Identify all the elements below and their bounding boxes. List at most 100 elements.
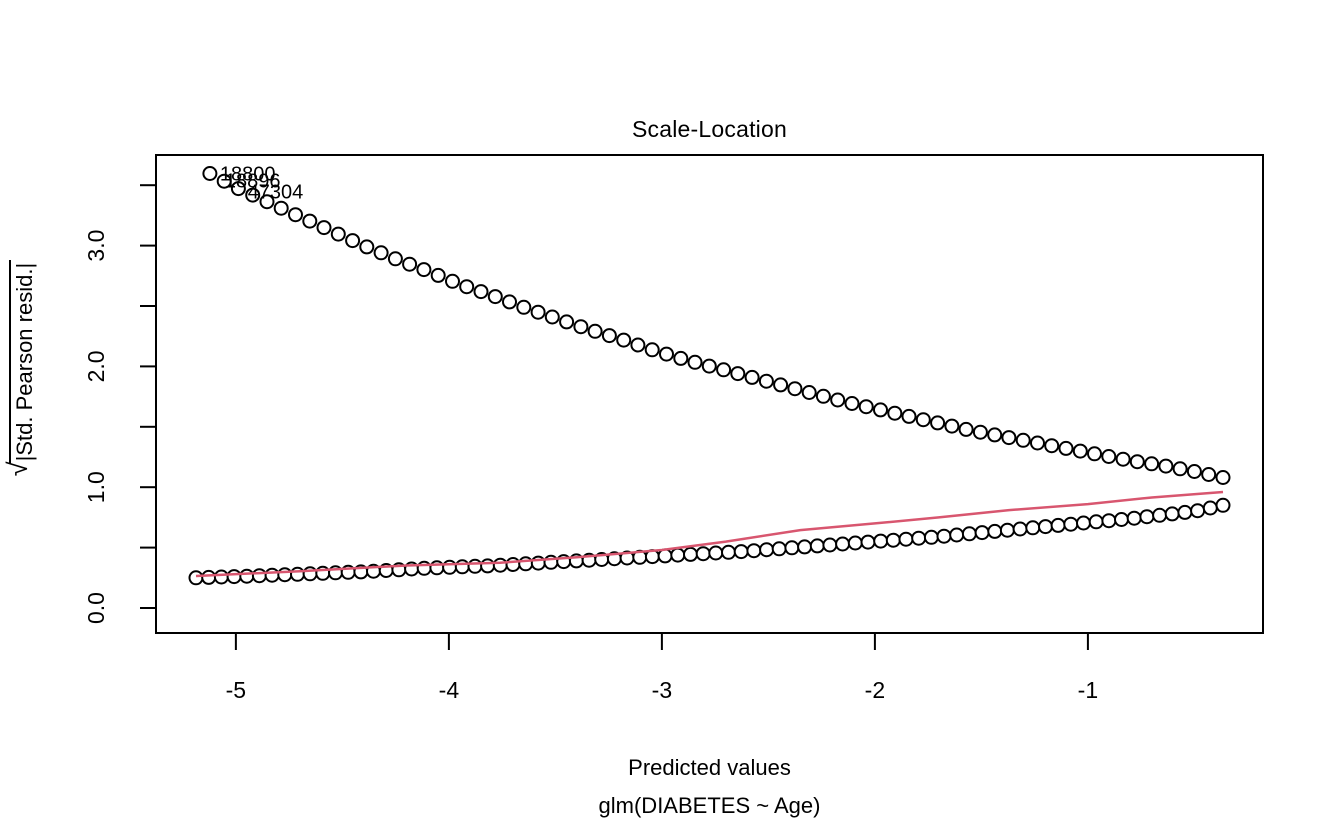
lower-branch-residuals-point xyxy=(683,546,698,562)
upper-branch-residuals-point xyxy=(1215,470,1231,485)
upper-branch-residuals-point xyxy=(516,299,532,315)
lower-branch-residuals-point xyxy=(974,525,990,541)
lower-branch-residuals-point xyxy=(1012,521,1028,537)
upper-branch-residuals-point xyxy=(1044,438,1060,454)
upper-branch-residuals-point xyxy=(302,213,318,229)
upper-branch-residuals-point xyxy=(587,323,603,339)
lower-branch-residuals-point xyxy=(1177,504,1193,520)
upper-branch-residuals-point xyxy=(887,405,903,421)
lower-branch-residuals-point xyxy=(277,567,293,583)
sqrt-radical-glyph: √ xyxy=(3,461,33,477)
lower-branch-residuals-point xyxy=(1076,515,1091,531)
lower-branch-residuals-point xyxy=(1190,503,1206,519)
lower-branch-residuals-point xyxy=(961,526,977,542)
lower-branch-residuals-point xyxy=(1139,509,1155,525)
lower-branch-residuals-point xyxy=(518,556,534,572)
lower-branch-residuals-point xyxy=(1088,514,1104,530)
upper-branch-residuals-point xyxy=(559,314,575,330)
lower-branch-residuals-point xyxy=(251,568,267,584)
upper-branch-residuals-point xyxy=(873,402,888,418)
lower-branch-residuals-point xyxy=(860,534,876,550)
upper-branch-residuals-point xyxy=(416,262,432,278)
lower-branch-residuals-point xyxy=(987,523,1003,539)
lower-branch-residuals-point xyxy=(1038,519,1053,535)
y-axis-tick-label: 3.0 xyxy=(83,230,109,262)
lower-branch-residuals-point xyxy=(936,528,952,544)
lower-branch-residuals-point xyxy=(492,557,508,573)
x-axis-tick-label: -2 xyxy=(865,677,885,703)
y-axis-label-expression: |Std. Pearson resid.| xyxy=(9,259,37,465)
lower-branch-residuals-point xyxy=(201,569,217,585)
lower-branch-residuals-point xyxy=(1050,517,1066,533)
lower-branch-residuals-point xyxy=(1202,500,1218,516)
lower-branch-residuals-point xyxy=(1025,520,1041,536)
upper-branch-residuals-point xyxy=(773,377,789,393)
lower-branch-residuals-point xyxy=(746,543,762,559)
upper-branch-residuals-point xyxy=(601,328,617,344)
lower-branch-residuals-point xyxy=(847,535,863,551)
lower-branch-residuals-point xyxy=(290,566,305,582)
lower-branch-residuals-point xyxy=(999,522,1015,538)
lower-branch-residuals-point xyxy=(809,538,825,554)
upper-branch-residuals-point xyxy=(915,412,931,428)
lower-branch-residuals-point xyxy=(467,558,483,574)
upper-branch-residuals-point xyxy=(1172,461,1188,477)
lower-branch-residuals-point xyxy=(1215,497,1231,513)
upper-branch-residuals-point xyxy=(930,415,946,431)
upper-branch-residuals-point xyxy=(1001,430,1017,446)
upper-branch-residuals-point xyxy=(1144,456,1160,472)
upper-branch-residuals-point xyxy=(316,220,332,236)
upper-branch-residuals-point xyxy=(616,332,632,348)
upper-branch-residuals-point xyxy=(1015,432,1031,448)
upper-branch-residuals-point xyxy=(815,388,831,404)
x-axis-model-label: glm(DIABETES ~ Age) xyxy=(598,793,821,818)
upper-branch-residuals-point xyxy=(573,319,589,335)
lower-branch-residuals-point xyxy=(226,569,242,585)
lower-branch-residuals-point xyxy=(1126,510,1142,526)
lower-branch-residuals-point xyxy=(239,568,255,584)
upper-branch-residuals-point xyxy=(630,337,646,353)
upper-branch-residuals-point xyxy=(216,173,232,189)
upper-branch-residuals-point xyxy=(502,294,517,310)
lower-branch-residuals-point xyxy=(1114,512,1129,527)
lower-branch-residuals-point xyxy=(442,559,458,575)
lower-branch-residuals-point xyxy=(835,536,851,552)
lower-branch-residuals-point xyxy=(911,530,927,546)
lower-branch-residuals-point xyxy=(505,557,521,572)
upper-branch-residuals-point xyxy=(901,408,917,424)
upper-branch-residuals-point xyxy=(373,245,389,261)
upper-branch-residuals-point xyxy=(730,366,746,382)
lower-branch-residuals-point xyxy=(898,531,914,547)
y-axis-tick-label: 1.0 xyxy=(83,471,109,503)
upper-branch-residuals-point xyxy=(345,233,361,249)
upper-branch-residuals-point xyxy=(858,399,874,415)
upper-branch-residuals-point xyxy=(1201,467,1217,482)
plot-title: Scale-Location xyxy=(632,116,787,142)
upper-branch-residuals-point xyxy=(259,194,275,210)
lower-branch-residuals-point xyxy=(797,539,813,555)
upper-branch-residuals-point xyxy=(273,200,289,216)
outlier-id-label: 47304 xyxy=(248,181,304,203)
x-axis-tick-label: -5 xyxy=(226,677,246,703)
upper-branch-residuals-point xyxy=(944,418,960,434)
upper-branch-residuals-point xyxy=(1030,435,1045,451)
outlier-id-label: 18800 xyxy=(220,164,276,186)
lower-branch-residuals-point xyxy=(695,546,711,562)
upper-branch-residuals-point xyxy=(958,421,974,437)
upper-branch-residuals-point xyxy=(245,187,261,203)
lower-branch-residuals-point xyxy=(771,541,787,557)
lower-branch-residuals-point xyxy=(721,544,736,560)
upper-branch-residuals-point xyxy=(1101,449,1117,464)
lower-branch-residuals-point xyxy=(708,545,724,561)
x-axis-tick-label: -1 xyxy=(1078,677,1098,703)
y-axis-label: √ |Std. Pearson resid.| xyxy=(3,158,55,578)
upper-branch-residuals-point xyxy=(330,226,346,242)
lower-branch-residuals-point xyxy=(1152,507,1168,523)
upper-branch-residuals-point xyxy=(1072,443,1088,459)
lower-branch-residuals-point xyxy=(733,544,749,560)
upper-branch-residuals-point xyxy=(801,385,817,400)
red-smooth-line xyxy=(195,490,1224,578)
y-axis-tick-label: 0.0 xyxy=(83,592,109,624)
upper-branch-residuals-point xyxy=(659,346,674,362)
lower-branch-residuals-point xyxy=(784,540,800,556)
